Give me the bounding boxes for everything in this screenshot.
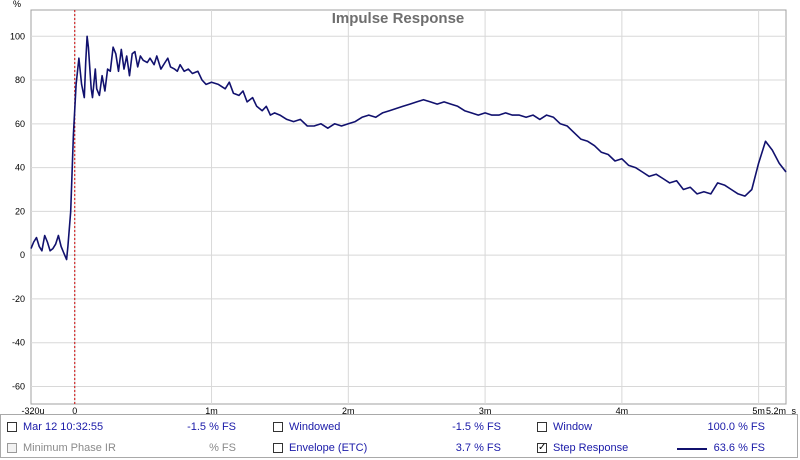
y-tick-label: 0: [20, 250, 25, 260]
x-tick-label: 4m: [616, 406, 629, 414]
y-tick-label: 80: [15, 75, 25, 85]
envelope-checkbox[interactable]: [273, 443, 283, 453]
plot-area: [30, 9, 787, 405]
legend-item-window[interactable]: Window: [537, 419, 592, 435]
windowed-checkbox[interactable]: [273, 422, 283, 432]
x-unit-label: s: [792, 406, 797, 414]
chart-svg: 100 80 60 40 20 0 -20 -40 -60 -320u 0 1m 2m 3m 4m 5m 5.2…: [10, 0, 797, 416]
legend-item-step-response[interactable]: ✓ Step Response: [537, 440, 628, 456]
envelope-label: Envelope (ETC): [289, 442, 368, 454]
step-response-label: Step Response: [553, 442, 629, 454]
x-tick-label: -320u: [21, 406, 44, 414]
minimum-phase-value: % FS: [209, 442, 236, 454]
chart-title: Impulse Response: [332, 10, 465, 27]
checkmark-icon: ✓: [538, 442, 547, 453]
legend-item-envelope[interactable]: Envelope (ETC): [273, 440, 367, 456]
legend-item-windowed[interactable]: Windowed: [273, 419, 340, 435]
y-tick-label: 60: [15, 119, 25, 129]
windowed-label: Windowed: [289, 421, 341, 433]
legend-item-mar12[interactable]: Mar 12 10:32:55: [7, 419, 103, 435]
x-tick-label: 5m: [752, 406, 765, 414]
step-response-swatch: [677, 448, 707, 450]
legend-item-minimum-phase[interactable]: Minimum Phase IR: [7, 440, 116, 456]
step-response-trace: [30, 35, 787, 261]
y-unit-label: %: [13, 0, 21, 9]
step-response-value: 63.6 % FS: [713, 442, 765, 454]
x-tick-label: 5.2m: [766, 406, 786, 414]
mar12-checkbox[interactable]: [7, 422, 17, 432]
y-tick-label: 100: [10, 31, 25, 41]
x-tick-label: 3m: [479, 406, 492, 414]
y-tick-label: -20: [12, 294, 25, 304]
y-tick-label: -40: [12, 338, 25, 348]
x-tick-label: 1m: [205, 406, 218, 414]
impulse-response-chart[interactable]: 100 80 60 40 20 0 -20 -40 -60 -320u 0 1m 2m 3m 4m 5m 5.2…: [0, 0, 800, 416]
mar12-label: Mar 12 10:32:55: [23, 421, 104, 433]
window-label: Window: [553, 421, 593, 433]
mar12-value: -1.5 % FS: [187, 421, 236, 433]
x-tick-label: 2m: [342, 406, 355, 414]
window-value: 100.0 % FS: [707, 421, 765, 433]
y-tick-label: 20: [15, 206, 25, 216]
window-checkbox[interactable]: [537, 422, 547, 432]
minimum-phase-checkbox[interactable]: [7, 443, 17, 453]
windowed-value: -1.5 % FS: [452, 421, 501, 433]
x-tick-label: 0: [72, 406, 77, 414]
y-tick-label: 40: [15, 163, 25, 173]
minimum-phase-label: Minimum Phase IR: [23, 442, 116, 454]
step-response-checkbox[interactable]: ✓: [537, 443, 547, 453]
y-tick-label: -60: [12, 381, 25, 391]
legend-panel: Mar 12 10:32:55 -1.5 % FS Windowed -1.5 …: [0, 414, 798, 458]
envelope-value: 3.7 % FS: [455, 442, 501, 454]
